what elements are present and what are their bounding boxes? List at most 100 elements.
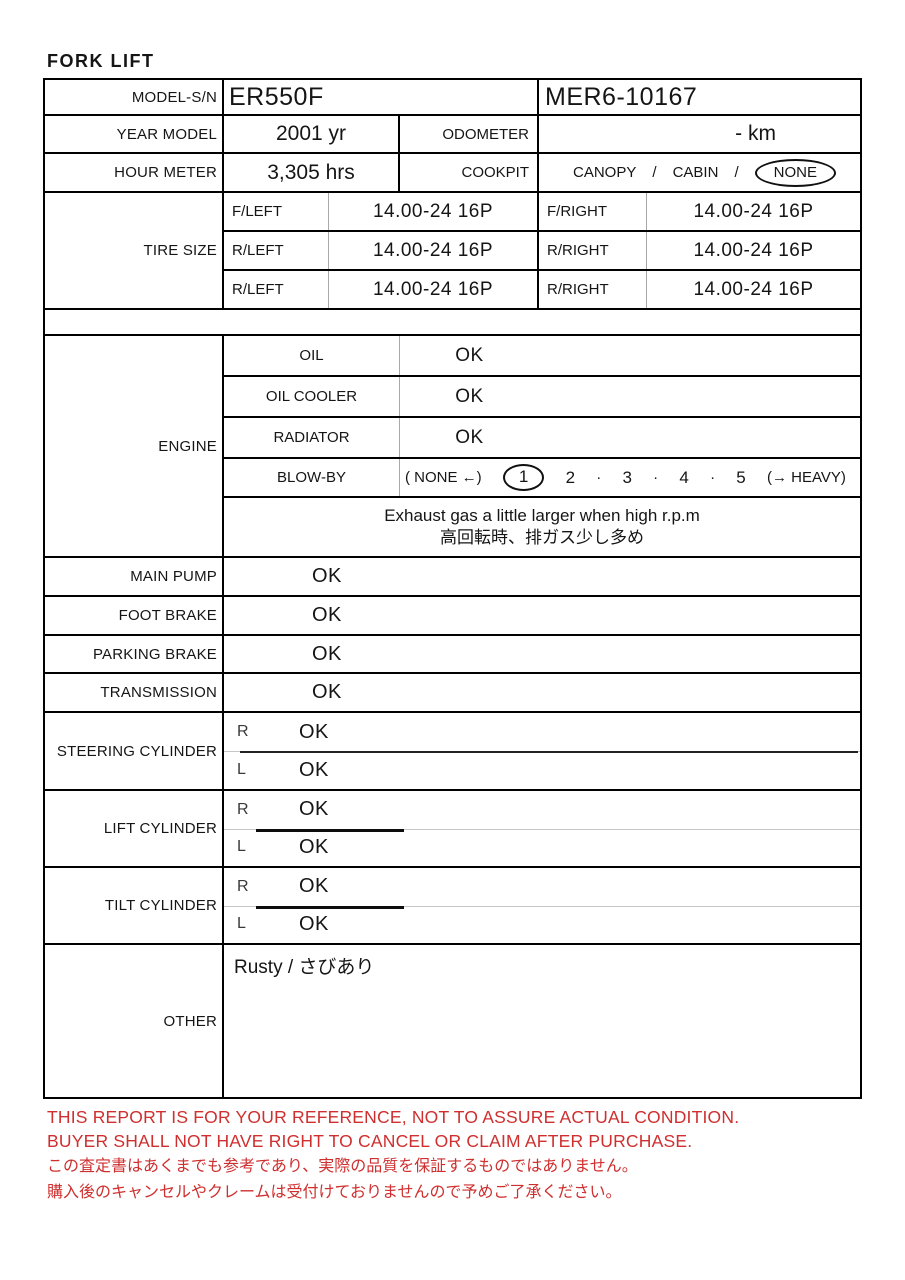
tilt-cylinder-label: TILT CYLINDER — [45, 868, 224, 943]
tire-size-label: TIRE SIZE — [45, 193, 224, 308]
serial-value: MER6-10167 — [545, 82, 698, 111]
engine-row-oil: OIL OK — [224, 336, 860, 377]
footer-disclaimer: THIS REPORT IS FOR YOUR REFERENCE, NOT T… — [47, 1107, 739, 1203]
transmission-status: OK — [312, 681, 342, 703]
tire-size-value: 14.00-24 16P — [329, 271, 539, 308]
tire-pos-label: F/RIGHT — [539, 193, 647, 230]
year-model-label: YEAR MODEL — [45, 116, 224, 152]
blowby-label: BLOW-BY — [224, 459, 400, 496]
lift-l-status: OK — [299, 835, 329, 858]
lift-cylinder-right: R OK — [224, 791, 860, 829]
blowby-rating-5: 5 — [736, 467, 746, 487]
tire-size-value: 14.00-24 16P — [329, 232, 539, 269]
foot-brake-label: FOOT BRAKE — [45, 597, 224, 634]
tire-pos-label: R/LEFT — [224, 232, 329, 269]
hour-meter-label: HOUR METER — [45, 154, 224, 191]
row-main-pump: MAIN PUMP OK — [45, 558, 860, 597]
transmission-label: TRANSMISSION — [45, 674, 224, 711]
oil-cooler-status: OK — [455, 385, 484, 407]
side-r-label: R — [237, 800, 249, 818]
radiator-status: OK — [455, 426, 484, 448]
lift-cylinder-label: LIFT CYLINDER — [45, 791, 224, 866]
odometer-value: - km — [735, 122, 776, 145]
tire-size-value: 14.00-24 16P — [693, 200, 814, 222]
tire-pos-label: R/RIGHT — [539, 271, 647, 308]
divider-mark — [256, 905, 404, 909]
blowby-heavy-text: (→ HEAVY) — [766, 469, 846, 486]
blowby-rating-3: 3 — [622, 467, 632, 487]
blowby-none-text: ( NONE ←) — [405, 469, 482, 486]
tire-pos-label: F/LEFT — [224, 193, 329, 230]
tire-pos-label: R/LEFT — [224, 271, 329, 308]
tilt-cylinder-right: R OK — [224, 868, 860, 906]
disclaimer-line-jp-1: この査定書はあくまでも参考であり、実際の品質を保証するものではありません。 — [47, 1158, 638, 1175]
engine-comment: Exhaust gas a little larger when high r.… — [224, 498, 860, 556]
engine-label: ENGINE — [45, 336, 224, 556]
oil-cooler-label: OIL COOLER — [224, 377, 400, 416]
side-r-label: R — [237, 877, 249, 895]
side-l-label: L — [237, 915, 246, 933]
parking-brake-status: OK — [312, 642, 342, 665]
other-remarks: Rusty / さびあり — [234, 957, 375, 978]
blowby-dot: · — [596, 469, 602, 486]
model-sn-label: MODEL-S/N — [45, 80, 224, 114]
disclaimer-line-en-2: BUYER SHALL NOT HAVE RIGHT TO CANCEL OR … — [47, 1131, 693, 1151]
cockpit-option-none-selected-circle: NONE — [754, 158, 836, 187]
blowby-rating-4: 4 — [679, 467, 689, 487]
tire-row-rear-1: R/LEFT 14.00-24 16P R/RIGHT 14.00-24 16P — [224, 232, 860, 271]
side-r-label: R — [237, 723, 249, 740]
engine-row-oil-cooler: OIL COOLER OK — [224, 377, 860, 418]
tire-size-value: 14.00-24 16P — [693, 278, 814, 300]
side-l-label: L — [237, 838, 246, 856]
section-steering-cylinder: STEERING CYLINDER R OK L OK — [45, 713, 860, 791]
tire-size-rows: F/LEFT 14.00-24 16P F/RIGHT 14.00-24 16P… — [224, 193, 860, 308]
divider-line — [224, 905, 860, 907]
model-value: ER550F — [224, 80, 539, 114]
cockpit-option-canopy: CANOPY — [573, 164, 637, 181]
blowby-dot: · — [710, 469, 716, 486]
section-tilt-cylinder: TILT CYLINDER R OK L OK — [45, 868, 860, 945]
cockpit-options: CANOPY / CABIN / NONE — [539, 154, 860, 191]
side-l-label: L — [237, 761, 246, 778]
year-model-value: 2001 yr — [224, 116, 400, 152]
cockpit-option-cabin: CABIN — [672, 164, 719, 181]
other-label: OTHER — [45, 945, 224, 1097]
steering-cylinder-right: R OK — [224, 713, 860, 751]
engine-row-radiator: RADIATOR OK — [224, 418, 860, 459]
row-model-sn: MODEL-S/N ER550F MER6-10167 — [45, 80, 860, 116]
divider-line-dark — [240, 751, 858, 753]
cockpit-separator: / — [652, 164, 657, 181]
section-other: OTHER Rusty / さびあり — [45, 945, 860, 1097]
divider-line — [224, 828, 860, 830]
row-parking-brake: PARKING BRAKE OK — [45, 636, 860, 674]
section-engine: ENGINE OIL OK OIL COOLER OK RADIATOR OK … — [45, 336, 860, 558]
steering-cylinder-values: R OK L OK — [224, 713, 860, 789]
cockpit-label: COOKPIT — [400, 154, 539, 191]
steering-r-status: OK — [299, 720, 329, 743]
tire-size-value: 14.00-24 16P — [329, 193, 539, 230]
blowby-scale: ( NONE ←) 1 2 · 3 · 4 · 5 (→ HEAVY) — [400, 459, 860, 496]
lift-r-status: OK — [299, 798, 329, 821]
hour-meter-value: 3,305 hrs — [224, 154, 400, 191]
main-pump-status: OK — [312, 565, 342, 587]
lift-cylinder-left: L OK — [224, 829, 860, 867]
disclaimer-line-jp-2: 購入後のキャンセルやクレームは受付けておりませんので予めご了承ください。 — [47, 1183, 622, 1201]
tilt-r-status: OK — [299, 875, 329, 898]
parking-brake-label: PARKING BRAKE — [45, 636, 224, 672]
oil-label: OIL — [224, 336, 400, 375]
row-transmission: TRANSMISSION OK — [45, 674, 860, 713]
tilt-l-status: OK — [299, 912, 329, 935]
engine-rows: OIL OK OIL COOLER OK RADIATOR OK BLOW-BY… — [224, 336, 860, 556]
foot-brake-status: OK — [312, 604, 342, 626]
tire-row-rear-2: R/LEFT 14.00-24 16P R/RIGHT 14.00-24 16P — [224, 271, 860, 308]
disclaimer-line-en-1: THIS REPORT IS FOR YOUR REFERENCE, NOT T… — [47, 1107, 740, 1127]
row-foot-brake: FOOT BRAKE OK — [45, 597, 860, 636]
radiator-label: RADIATOR — [224, 418, 400, 457]
tilt-cylinder-values: R OK L OK — [224, 868, 860, 943]
page-title: FORK LIFT — [47, 51, 155, 71]
blowby-rating-1-selected-circle: 1 — [502, 464, 545, 491]
lift-cylinder-values: R OK L OK — [224, 791, 860, 866]
steering-cylinder-left: L OK — [224, 751, 860, 789]
odometer-label: ODOMETER — [400, 116, 539, 152]
cockpit-separator: / — [734, 164, 739, 181]
